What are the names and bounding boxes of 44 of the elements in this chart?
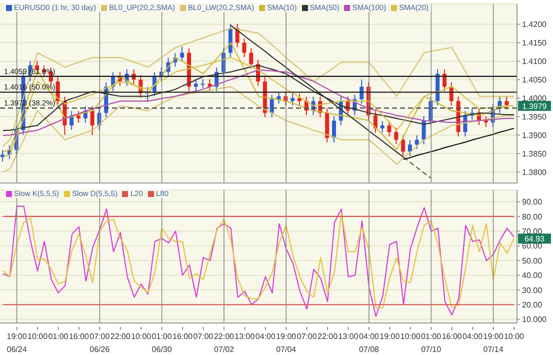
x-tick-label: 22:00 07/02 bbox=[214, 332, 235, 354]
y-tick-label: 1.3900 bbox=[522, 130, 548, 140]
x-tick-label: 01:00 07/10 bbox=[421, 332, 442, 354]
x-tick-label: 16:00 bbox=[442, 332, 462, 341]
x-tick-label: 16:00 bbox=[172, 332, 194, 341]
x-tick-label: 04:00 bbox=[255, 332, 276, 341]
x-tick-label: 07:00 06/26 bbox=[90, 332, 110, 354]
y-tick-label: 20.00 bbox=[522, 300, 543, 310]
x-tick-label: 04:00 07/08 bbox=[358, 332, 380, 354]
y-tick-label: 1.4000 bbox=[522, 94, 548, 103]
annotation: 64.93 bbox=[524, 234, 546, 244]
y-tick-label: 1.3850 bbox=[522, 149, 548, 158]
x-tick-label: 10:00 bbox=[131, 332, 152, 341]
y-tick-label: 50.00 bbox=[522, 256, 543, 266]
y-tick-label: 1.4050 bbox=[522, 76, 548, 84]
y-tick-label: 60.00 bbox=[522, 242, 543, 251]
y-tick-label: 1.4200 bbox=[522, 20, 548, 30]
y-tick-label: 80.00 bbox=[522, 212, 543, 222]
x-tick-label: 04:00 bbox=[462, 332, 484, 341]
x-tick-label: 22:00 bbox=[110, 332, 131, 341]
y-tick-label: 30.00 bbox=[522, 286, 543, 295]
x-tick-label: 13:00 bbox=[234, 332, 256, 341]
x-tick-label: 22:00 bbox=[318, 332, 338, 341]
x-tick-label: 13:00 bbox=[338, 332, 359, 341]
x-tick-label: 01:00 bbox=[48, 332, 69, 341]
y-tick-label: 1.3800 bbox=[522, 168, 548, 177]
x-tick-label: 10:00 bbox=[504, 332, 525, 341]
y-tick-label: 40.00 bbox=[522, 271, 543, 280]
y-tick-label: 90.00 bbox=[522, 198, 543, 207]
x-tick-label: 19:00 bbox=[380, 332, 400, 341]
x-tick-label: 19:00 07/04 bbox=[276, 332, 297, 354]
x-tick-label: 07:00 bbox=[193, 332, 214, 341]
x-tick-label: 10:00 bbox=[400, 332, 421, 341]
x-tick-label: 07:00 bbox=[296, 332, 318, 341]
y-tick-label: 1.4150 bbox=[522, 38, 548, 48]
x-tick-label: 10:00 bbox=[28, 332, 48, 341]
x-tick-label: 19:00 06/24 bbox=[6, 332, 28, 354]
x-tick-label: 16:00 bbox=[68, 332, 90, 341]
x-tick-label: 01:00 06/30 bbox=[152, 332, 172, 354]
y-tick-label: 1.4100 bbox=[522, 57, 548, 66]
annotation: 1.3979 bbox=[522, 102, 548, 111]
y-tick-label: 1.3950 bbox=[522, 112, 548, 122]
y-tick-label: 10.000 bbox=[522, 315, 548, 324]
x-tick-label: 19:00 07/14 bbox=[483, 332, 504, 354]
